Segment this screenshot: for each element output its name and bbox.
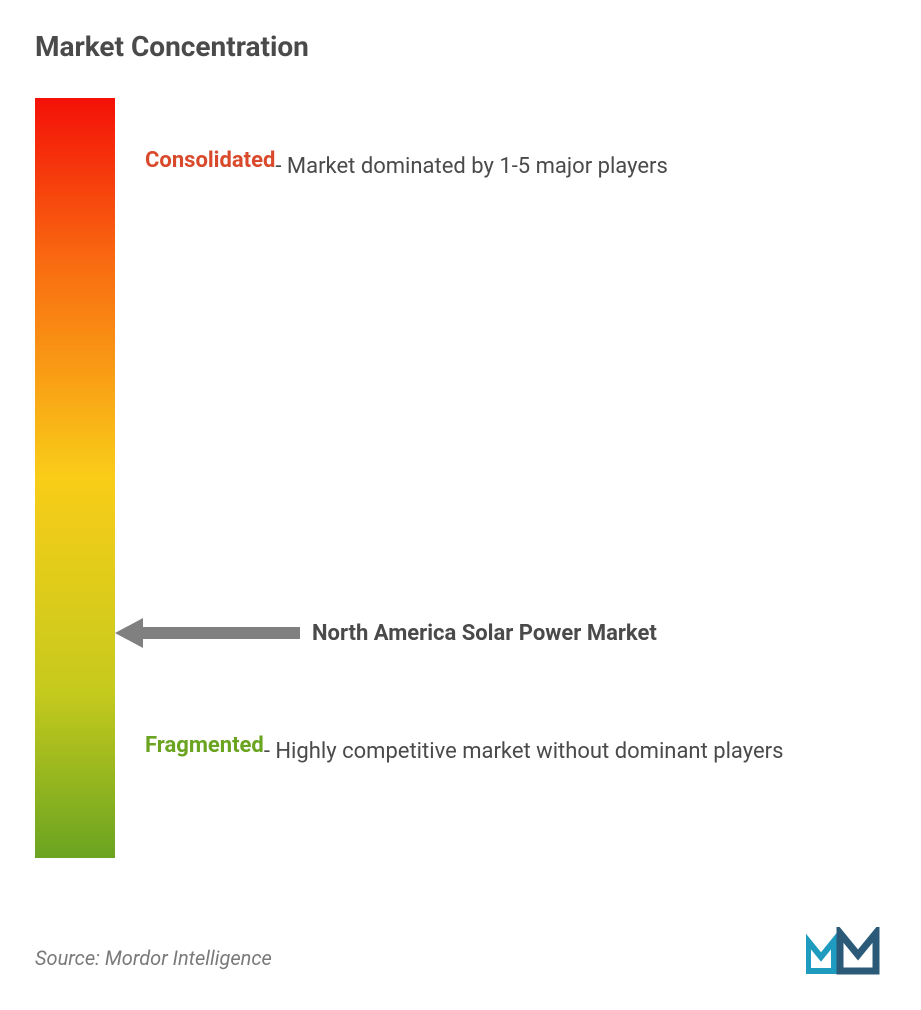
concentration-gradient-bar — [35, 98, 115, 858]
arrow-left-icon — [115, 618, 300, 648]
consolidated-desc: - Market dominated by 1-5 major players — [275, 148, 667, 185]
source-attribution: Source: Mordor Intelligence — [35, 946, 272, 970]
chart-title: Market Concentration — [35, 30, 886, 63]
fragmented-keyword: Fragmented — [145, 733, 264, 758]
fragmented-label: Fragmented - Highly competitive market w… — [145, 733, 866, 770]
fragmented-desc: - Highly competitive market without domi… — [264, 733, 784, 770]
consolidated-label: Consolidated - Market dominated by 1-5 m… — [145, 148, 866, 185]
labels-area: Consolidated - Market dominated by 1-5 m… — [145, 98, 886, 858]
pointer-label: North America Solar Power Market — [312, 621, 657, 646]
market-pointer: North America Solar Power Market — [115, 618, 866, 648]
mordor-logo-icon — [806, 927, 886, 975]
chart-body: Consolidated - Market dominated by 1-5 m… — [35, 98, 886, 918]
consolidated-keyword: Consolidated — [145, 148, 275, 173]
